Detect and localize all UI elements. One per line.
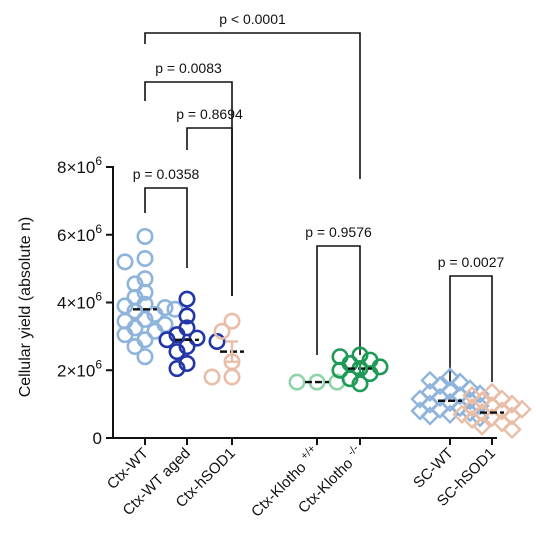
data-point — [116, 253, 134, 271]
series-ctx-wt-aged — [158, 290, 226, 378]
data-point — [178, 290, 196, 308]
p-value-label: p < 0.0001 — [219, 11, 286, 27]
data-point — [146, 305, 164, 323]
y-tick-label: 2×106 — [57, 357, 102, 380]
data-point — [420, 394, 440, 414]
significance-bracket: p < 0.0001 — [144, 11, 361, 179]
p-value-label: p = 0.9576 — [305, 224, 372, 240]
data-point — [502, 406, 522, 426]
data-point — [502, 419, 522, 440]
bracket-line — [316, 245, 361, 355]
data-point — [420, 406, 440, 426]
significance-bracket: p = 0.0027 — [438, 254, 505, 382]
data-point — [472, 391, 492, 411]
data-point — [223, 312, 241, 330]
significance-brackets: p < 0.0001 p = 0.0083 p = 0.8694 p = 0.0358… — [133, 11, 505, 382]
data-point — [462, 385, 482, 406]
data-point — [146, 322, 164, 340]
data-point — [472, 402, 492, 423]
data-point — [331, 361, 349, 379]
data-point — [126, 302, 144, 320]
data-point — [462, 409, 482, 430]
p-value-label: p = 0.0083 — [155, 60, 222, 76]
bracket-line — [186, 127, 233, 296]
data-point — [460, 379, 480, 399]
data-point — [430, 399, 450, 419]
bracket-line — [144, 187, 188, 268]
significance-bracket: p = 0.0358 — [133, 166, 200, 268]
data-point — [482, 407, 502, 428]
y-tick-label: 0 — [93, 429, 102, 448]
data-point — [168, 326, 186, 344]
data-point — [136, 348, 154, 366]
significance-bracket: p = 0.9576 — [305, 224, 372, 355]
data-point — [492, 401, 512, 421]
data-point — [351, 375, 369, 393]
data-point — [178, 307, 196, 325]
data-point — [168, 360, 186, 378]
data-point — [168, 343, 186, 361]
data-point — [158, 331, 176, 349]
data-point — [188, 329, 206, 347]
data-point — [450, 372, 470, 392]
p-value-label: p = 0.8694 — [176, 106, 243, 122]
data-points — [116, 227, 532, 440]
data-point — [208, 332, 226, 350]
data-point — [430, 387, 450, 408]
data-point — [136, 249, 154, 267]
data-point — [420, 382, 440, 402]
data-point — [136, 310, 154, 328]
data-point — [410, 389, 430, 409]
series-ctx-hsod1 — [203, 312, 241, 386]
data-point — [502, 394, 522, 414]
significance-bracket: p = 0.8694 — [176, 106, 243, 296]
data-point — [178, 354, 196, 372]
data-point — [482, 382, 502, 402]
data-point — [512, 399, 532, 419]
data-point — [440, 380, 460, 401]
p-value-label: p = 0.0027 — [438, 254, 505, 270]
data-point — [288, 373, 306, 391]
data-point — [203, 368, 221, 386]
data-point — [420, 370, 440, 391]
data-point — [341, 370, 359, 388]
y-tick-label: 4×106 — [57, 290, 102, 313]
summary-lines — [133, 308, 504, 414]
data-point — [410, 401, 430, 421]
data-point — [440, 367, 460, 387]
data-point — [430, 375, 450, 396]
data-point — [462, 397, 482, 418]
data-point — [136, 283, 154, 301]
data-point — [492, 389, 512, 409]
bracket-line — [144, 32, 361, 179]
bracket-line — [449, 275, 493, 382]
data-point — [116, 326, 134, 344]
data-point — [223, 368, 241, 386]
data-point — [213, 322, 231, 340]
series-sc-hsod1 — [452, 382, 532, 440]
data-point — [482, 396, 502, 416]
y-axis-title: Cellular yield (absolute n) — [17, 217, 34, 398]
data-point — [136, 227, 154, 245]
data-point — [126, 338, 144, 356]
data-point — [472, 416, 492, 436]
y-tick-label: 8×106 — [57, 154, 102, 177]
y-tick-label: 6×106 — [57, 222, 102, 245]
data-point — [492, 413, 512, 433]
data-point — [452, 404, 472, 424]
p-value-label: p = 0.0358 — [133, 166, 200, 182]
